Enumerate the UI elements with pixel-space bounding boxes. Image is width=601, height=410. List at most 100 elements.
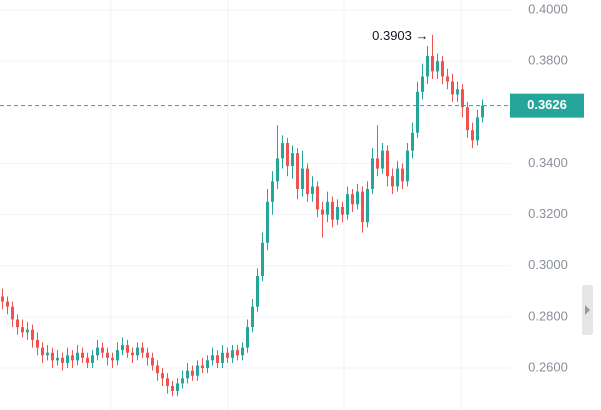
candle-body xyxy=(96,347,99,356)
candle-body xyxy=(161,373,164,379)
candle-body xyxy=(46,352,49,356)
candle-body xyxy=(396,168,399,187)
candle-body xyxy=(381,150,384,169)
candle-body xyxy=(371,158,374,190)
max-annotation: 0.3903 → xyxy=(372,28,428,43)
candle-body xyxy=(456,89,459,95)
candle-body xyxy=(331,201,334,220)
candle-body xyxy=(211,355,214,361)
candle-body xyxy=(336,206,339,220)
candle-body xyxy=(426,56,429,77)
candle-body xyxy=(206,360,209,369)
candle-body xyxy=(436,61,439,72)
candle-body xyxy=(431,56,434,72)
candle-body xyxy=(271,181,274,202)
candle-body xyxy=(121,345,124,351)
candle-body xyxy=(91,355,94,363)
candle-body xyxy=(216,355,219,363)
candle-body xyxy=(296,153,299,190)
candle-body xyxy=(231,350,234,358)
candle-body xyxy=(351,194,354,205)
candle-body xyxy=(451,81,454,95)
candle-body xyxy=(251,306,254,328)
candle-body xyxy=(116,350,119,361)
candle-body xyxy=(31,329,34,340)
grid xyxy=(0,9,510,369)
candle-body xyxy=(106,352,109,358)
candle-body xyxy=(476,117,479,141)
candle-body xyxy=(386,150,389,177)
candle-body xyxy=(196,365,199,376)
candle-body xyxy=(176,383,179,392)
candle-body xyxy=(471,130,474,141)
candle-body xyxy=(141,347,144,353)
candle-body xyxy=(156,365,159,374)
candle-body xyxy=(1,296,4,302)
candle-body xyxy=(16,319,19,328)
candle-body xyxy=(481,105,484,118)
candle-body xyxy=(421,76,424,92)
y-tick-label: 0.3000 xyxy=(528,257,568,272)
candle-body xyxy=(341,206,344,215)
candle-body xyxy=(291,153,294,166)
candle-body xyxy=(6,301,9,307)
candle-body xyxy=(11,306,14,320)
candle-body xyxy=(391,176,394,187)
candle-body xyxy=(131,352,134,356)
candle-body xyxy=(171,385,174,392)
candle-body xyxy=(266,201,269,243)
candle-body xyxy=(326,201,329,215)
candle-body xyxy=(316,186,319,210)
candle-body xyxy=(346,194,349,215)
candles xyxy=(1,34,484,397)
candle-body xyxy=(311,186,314,195)
candle-body xyxy=(111,357,114,361)
candle-body xyxy=(261,242,264,276)
candle-body xyxy=(166,378,169,386)
last-price-box xyxy=(510,93,584,118)
scroll-arrow xyxy=(585,305,590,315)
candle-body xyxy=(71,355,74,361)
candle-body xyxy=(191,370,194,376)
candle-body xyxy=(376,158,379,169)
candle-body xyxy=(246,327,249,348)
candle-body xyxy=(446,76,449,82)
candle-body xyxy=(366,189,369,223)
candle-body xyxy=(51,352,54,361)
candle-body xyxy=(56,357,59,361)
candle-body xyxy=(81,352,84,358)
candle-body xyxy=(306,168,309,195)
y-tick-label: 0.2600 xyxy=(528,359,568,374)
candle-body xyxy=(416,91,419,133)
overlay: 0.4000 0.3800 0.3400 0.3200 0.3000 0.2800 0.26… xyxy=(0,1,584,374)
candle-body xyxy=(201,365,204,369)
candle-body xyxy=(76,352,79,361)
candle-body xyxy=(86,357,89,363)
y-tick-label: 0.4000 xyxy=(528,1,568,16)
candle-body xyxy=(36,339,39,348)
last-price-label: 0.3626 xyxy=(527,97,567,112)
candle-body xyxy=(181,378,184,384)
candle-body xyxy=(26,329,29,333)
candle-body xyxy=(301,168,304,190)
candle-body xyxy=(241,347,244,356)
y-tick-label: 0.3800 xyxy=(528,53,568,68)
candle-body xyxy=(221,352,224,363)
candle-body xyxy=(136,347,139,356)
candle-body xyxy=(256,275,259,307)
candle-body xyxy=(356,191,359,205)
y-tick-label: 0.2800 xyxy=(528,308,568,323)
y-tick-label: 0.3200 xyxy=(528,206,568,221)
candle-body xyxy=(236,350,239,356)
candle-body xyxy=(146,352,149,358)
candle-body xyxy=(411,132,414,151)
candle-body xyxy=(61,357,64,363)
candle-body xyxy=(321,209,324,215)
candle-body xyxy=(276,158,279,182)
candle-body xyxy=(126,345,129,353)
candle-body xyxy=(406,150,409,182)
candle-body xyxy=(66,355,69,363)
